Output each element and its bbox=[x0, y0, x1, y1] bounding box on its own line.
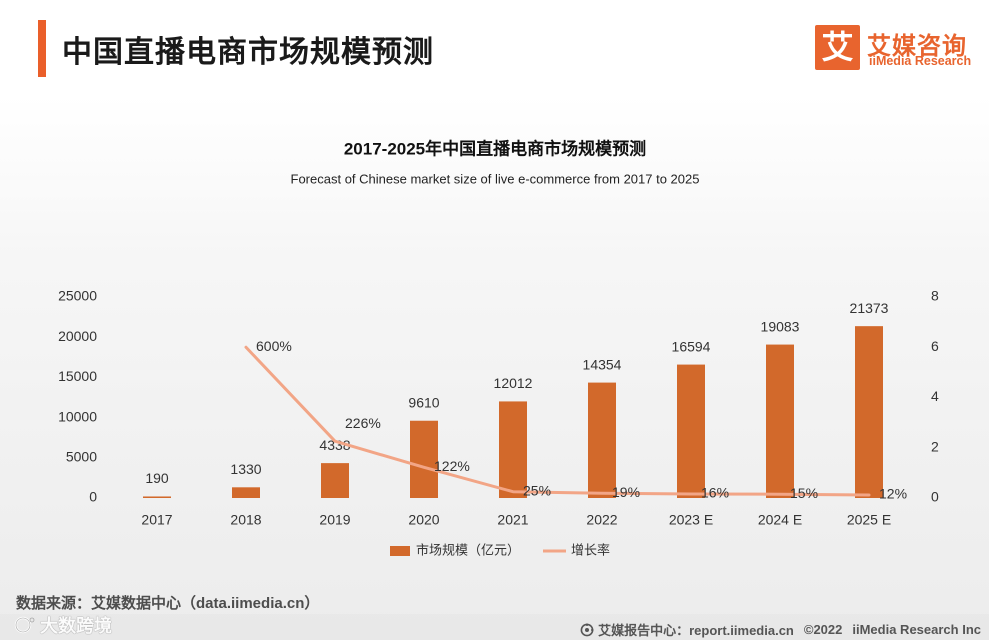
line-data-label: 12% bbox=[879, 486, 907, 502]
x-tick-label: 2022 bbox=[586, 512, 617, 528]
bar bbox=[855, 326, 883, 498]
footer-bar bbox=[0, 614, 989, 640]
line-data-label: 25% bbox=[523, 482, 551, 498]
logo-name: 艾媒咨询 bbox=[867, 33, 967, 60]
line-data-label: 16% bbox=[701, 485, 729, 501]
data-source: 数据来源：艾媒数据中心（data.iimedia.cn） bbox=[16, 595, 320, 612]
bar-data-label: 12012 bbox=[494, 375, 533, 391]
y-left-tick-label: 25000 bbox=[58, 288, 97, 304]
logo-name-en: iiMedia Research bbox=[869, 54, 972, 68]
line-data-label: 122% bbox=[434, 458, 470, 474]
company-text: iiMedia Research Inc bbox=[852, 622, 981, 637]
growth-rate-line bbox=[244, 345, 871, 497]
y-right-tick-label: 0 bbox=[931, 489, 939, 505]
copyright-text: ©2022 bbox=[803, 622, 843, 637]
logo-mark: 艾 bbox=[815, 25, 860, 70]
x-tick-label: 2019 bbox=[319, 512, 350, 528]
footer-credits: 艾媒报告中心：report.iimedia.cn ©2022 iiMedia R… bbox=[580, 620, 981, 639]
bar bbox=[677, 364, 705, 498]
line-data-label: 226% bbox=[345, 415, 381, 431]
y-left-tick-label: 20000 bbox=[58, 328, 97, 344]
line-data-label: 600% bbox=[256, 338, 292, 354]
report-center: 艾媒报告中心：report.iimedia.cn bbox=[580, 620, 794, 639]
bar bbox=[410, 420, 438, 498]
legend: 市场规模（亿元） 增长率 bbox=[390, 542, 610, 557]
bar bbox=[766, 344, 794, 498]
page-title: 中国直播电商市场规模预测 bbox=[62, 36, 434, 69]
bar bbox=[588, 382, 616, 498]
bar-data-label: 14354 bbox=[583, 356, 622, 372]
bar-data-label: 16594 bbox=[672, 338, 711, 354]
watermark: 大数跨境 bbox=[14, 612, 112, 638]
watermark-logo-icon bbox=[14, 616, 35, 634]
y-left-tick-label: 0 bbox=[89, 489, 97, 505]
x-tick-label: 2020 bbox=[408, 512, 439, 528]
line-data-label: 15% bbox=[790, 485, 818, 501]
y-right-tick-label: 6 bbox=[931, 338, 939, 354]
plot-area: 0 5000 10000 15000 20000 25000 0 2 4 6 8 2017 2018 20… bbox=[58, 288, 939, 528]
legend-label-market-size: 市场规模（亿元） bbox=[416, 542, 520, 557]
bar-data-label: 1330 bbox=[230, 461, 261, 477]
chart-subtitle: Forecast of Chinese market size of live … bbox=[291, 171, 700, 186]
bar-data-label: 19083 bbox=[761, 318, 800, 334]
bar-data-label: 21373 bbox=[850, 300, 889, 316]
bar-data-label: 4338 bbox=[319, 437, 350, 453]
bar bbox=[321, 463, 349, 498]
x-tick-label: 2017 bbox=[141, 512, 172, 528]
bar bbox=[143, 496, 171, 498]
bar-data-label: 190 bbox=[145, 470, 169, 486]
x-tick-label: 2024 E bbox=[758, 512, 802, 528]
line-data-label: 19% bbox=[612, 484, 640, 500]
report-center-text: 艾媒报告中心：report.iimedia.cn bbox=[598, 623, 794, 638]
y-right-tick-label: 2 bbox=[931, 438, 939, 454]
y-left-tick-label: 15000 bbox=[58, 368, 97, 384]
x-tick-label: 2018 bbox=[230, 512, 261, 528]
report-center-icon bbox=[580, 623, 594, 636]
bar bbox=[232, 487, 260, 498]
watermark-text: 大数跨境 bbox=[40, 616, 112, 636]
y-left-tick-label: 10000 bbox=[58, 408, 97, 424]
y-left-tick-label: 5000 bbox=[66, 449, 97, 465]
title-accent-bar bbox=[38, 20, 46, 77]
y-right-tick-label: 8 bbox=[931, 288, 939, 304]
bar bbox=[499, 401, 527, 498]
legend-swatch-market-size bbox=[390, 546, 410, 556]
bar-data-label: 9610 bbox=[408, 394, 439, 410]
x-tick-label: 2023 E bbox=[669, 512, 713, 528]
y-right-tick-label: 4 bbox=[931, 388, 939, 404]
x-tick-label: 2021 bbox=[497, 512, 528, 528]
x-tick-label: 2025 E bbox=[847, 512, 891, 528]
legend-label-growth-rate: 增长率 bbox=[571, 542, 610, 557]
chart-title: 2017-2025年中国直播电商市场规模预测 bbox=[344, 138, 646, 158]
